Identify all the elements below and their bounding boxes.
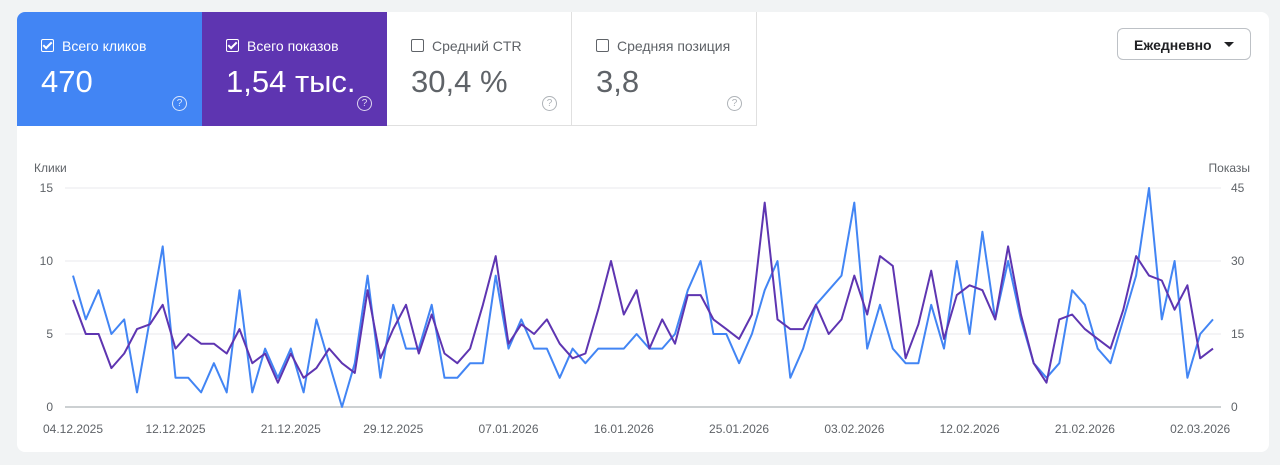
metric-label: Всего показов bbox=[247, 38, 339, 54]
metric-value: 3,8 bbox=[596, 64, 640, 99]
series-line-impressions bbox=[72, 201, 1214, 384]
right-axis-tick-label: 0 bbox=[1231, 400, 1238, 414]
x-axis-tick-label: 12.02.2026 bbox=[940, 422, 1000, 436]
x-axis-tick-label: 03.02.2026 bbox=[824, 422, 884, 436]
performance-chart: Клики Показы 0 5 10 15 0 15 30 45 04.12.2025 12… bbox=[34, 161, 1250, 436]
metric-value: 1,54 тыс. bbox=[226, 64, 356, 99]
checkbox-checked-icon[interactable] bbox=[226, 39, 239, 52]
metric-cards: Всего кликов 470 ? Всего показов 1,54 ты… bbox=[17, 12, 757, 126]
x-axis-tick-label: 02.03.2026 bbox=[1170, 422, 1230, 436]
metric-card-total-impressions[interactable]: Всего показов 1,54 тыс. ? bbox=[202, 12, 387, 126]
x-axis-tick-label: 16.01.2026 bbox=[594, 422, 654, 436]
right-axis-tick-label: 45 bbox=[1231, 181, 1245, 195]
left-axis-tick-label: 0 bbox=[46, 400, 53, 414]
checkbox-checked-icon[interactable] bbox=[41, 39, 54, 52]
metric-card-average-ctr[interactable]: Средний CTR 30,4 % ? bbox=[387, 12, 572, 126]
performance-panel: Всего кликов 470 ? Всего показов 1,54 ты… bbox=[17, 12, 1269, 452]
metric-card-average-position[interactable]: Средняя позиция 3,8 ? bbox=[572, 12, 757, 126]
left-axis-tick-label: 10 bbox=[40, 254, 54, 268]
x-axis-tick-label: 07.01.2026 bbox=[478, 422, 538, 436]
x-axis-tick-label: 29.12.2025 bbox=[363, 422, 423, 436]
metric-value: 470 bbox=[41, 64, 93, 99]
metric-card-total-clicks[interactable]: Всего кликов 470 ? bbox=[17, 12, 202, 126]
x-axis-tick-label: 21.02.2026 bbox=[1055, 422, 1115, 436]
x-axis-tick-label: 25.01.2026 bbox=[709, 422, 769, 436]
metric-label: Всего кликов bbox=[62, 38, 147, 54]
x-axis-tick-label: 21.12.2025 bbox=[261, 422, 321, 436]
x-axis-tick-label: 04.12.2025 bbox=[43, 422, 103, 436]
chevron-down-icon bbox=[1224, 42, 1234, 47]
period-dropdown[interactable]: Ежедневно bbox=[1117, 28, 1251, 60]
metric-label: Средний CTR bbox=[432, 38, 522, 54]
x-axis-tick-label: 12.12.2025 bbox=[145, 422, 205, 436]
left-axis-tick-label: 5 bbox=[46, 327, 53, 341]
left-axis-tick-label: 15 bbox=[40, 181, 54, 195]
checkbox-unchecked-icon[interactable] bbox=[411, 39, 424, 52]
metric-label: Средняя позиция bbox=[617, 38, 731, 54]
help-icon[interactable]: ? bbox=[542, 96, 557, 111]
right-axis-label: Показы bbox=[1209, 161, 1250, 175]
metric-value: 30,4 % bbox=[411, 64, 508, 99]
period-dropdown-label: Ежедневно bbox=[1134, 37, 1212, 53]
right-axis-tick-label: 15 bbox=[1231, 327, 1245, 341]
help-icon[interactable]: ? bbox=[357, 96, 372, 111]
left-axis-label: Клики bbox=[34, 161, 67, 175]
checkbox-unchecked-icon[interactable] bbox=[596, 39, 609, 52]
help-icon[interactable]: ? bbox=[727, 96, 742, 111]
right-axis-tick-label: 30 bbox=[1231, 254, 1245, 268]
help-icon[interactable]: ? bbox=[172, 96, 187, 111]
